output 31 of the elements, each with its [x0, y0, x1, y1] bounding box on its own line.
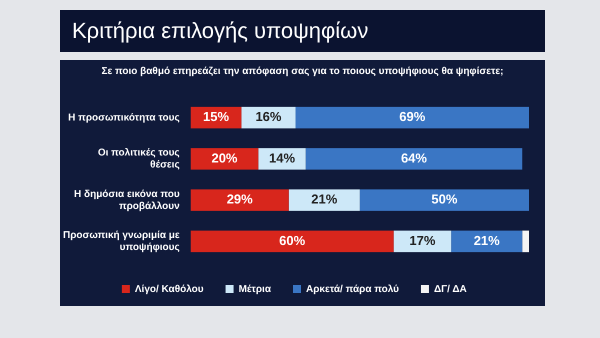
data-label: 14%	[268, 150, 296, 166]
data-label: 60%	[279, 232, 306, 248]
bar	[190, 230, 394, 252]
data-label: 29%	[226, 192, 254, 207]
bar	[360, 189, 529, 211]
data-label: 50%	[431, 192, 458, 207]
data-label: 64%	[400, 150, 428, 166]
y-tick-label: Η προσωπικότητα τους	[68, 112, 180, 124]
bar	[190, 189, 289, 211]
data-label: 21%	[311, 192, 338, 207]
chart-title: Κριτήρια επιλογής υποψηφίων	[60, 10, 545, 52]
bar	[451, 230, 522, 252]
y-tick-label: Οι πολιτικές τους θέσεις	[98, 148, 180, 171]
legend-label: Λίγο/ Καθόλου	[134, 284, 204, 295]
legend-label: ΔΓ/ ΔΑ	[434, 284, 467, 295]
data-label: 69%	[399, 109, 426, 124]
legend-label: Μέτρια	[238, 284, 272, 295]
bar	[394, 230, 452, 252]
data-label: 21%	[474, 232, 500, 248]
data-label: 15%	[203, 109, 230, 124]
data-label: 20%	[211, 150, 238, 166]
bar	[522, 230, 529, 252]
y-tick-label: Η δημόσια εικόνα που προβάλλουν	[74, 188, 180, 212]
bar	[306, 148, 522, 170]
bar	[296, 106, 529, 128]
data-label: 16%	[255, 109, 282, 124]
chart-subtitle: Σε ποιο βαθμό επηρεάζει την απόφαση σας για το ποιους υποψήφιους θα ψηφίσετε;	[100, 66, 504, 77]
bar	[288, 189, 360, 211]
data-label: 17%	[409, 232, 436, 248]
legend-label: Αρκετά/ πάρα πολύ	[306, 284, 400, 295]
y-tick-label: Προσωπική γνωριμία με υποψήφιους	[62, 230, 180, 254]
